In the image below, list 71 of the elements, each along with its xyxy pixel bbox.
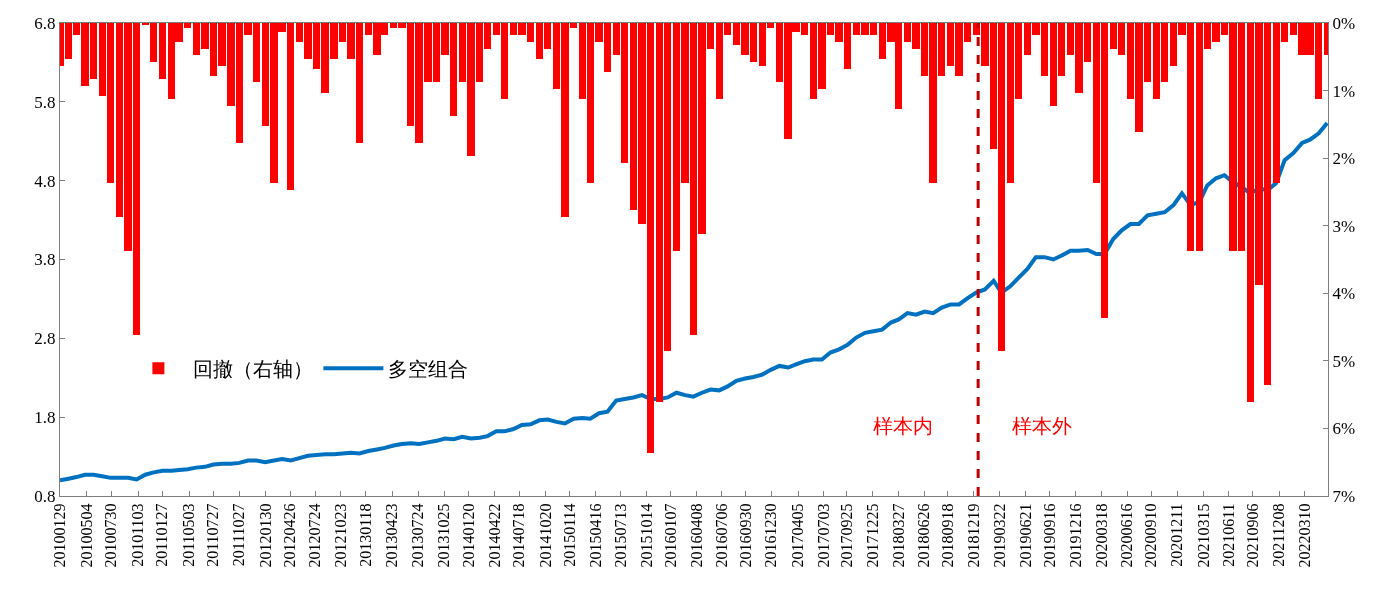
x-tick-label: 20210315	[1194, 503, 1212, 568]
x-tick-label: 20191216	[1066, 503, 1084, 568]
x-tick-label: 20110127	[153, 503, 171, 567]
y2-tick-label: 2%	[1332, 149, 1356, 169]
x-tick-label: 20170405	[789, 503, 807, 568]
x-tick-label: 20160706	[712, 503, 730, 568]
x-tick-label: 20130724	[409, 503, 427, 568]
x-tick-label: 20120426	[281, 503, 299, 568]
y-tick-label: 6.8	[34, 13, 56, 33]
annotation: 样本外	[1012, 415, 1072, 437]
x-tick-label: 20140718	[510, 503, 528, 568]
x-tick-label: 20130118	[356, 503, 374, 567]
x-tick-label: 20200318	[1092, 503, 1110, 568]
x-tick-label: 20181219	[964, 503, 982, 568]
x-tick-label: 20150416	[586, 503, 604, 568]
x-tick-label: 20110503	[180, 503, 198, 567]
x-tick-label: 20180918	[938, 503, 956, 568]
x-tick-label: 20200616	[1118, 503, 1136, 568]
x-tick-label: 20140422	[485, 503, 503, 568]
x-tick-label: 20110727	[204, 503, 222, 567]
y-tick-label: 2.8	[34, 329, 56, 349]
x-tick-label: 20200910	[1142, 503, 1160, 568]
bar	[159, 23, 166, 79]
x-tick-label: 20160408	[687, 503, 705, 568]
x-tick-label: 20120724	[306, 503, 324, 568]
y2-tick-label: 7%	[1332, 486, 1356, 506]
x-tick-label: 20100730	[102, 503, 120, 568]
y2-tick-label: 6%	[1332, 419, 1356, 439]
x-tick-label: 20151014	[637, 503, 655, 568]
x-tick-label: 20210611	[1219, 503, 1237, 567]
x-tick-label: 20161230	[762, 503, 780, 568]
annotation: 样本内	[873, 415, 933, 437]
y2-tick-label: 1%	[1332, 81, 1356, 101]
x-tick-label: 20201211	[1168, 503, 1186, 567]
y-tick-label: 3.8	[34, 250, 56, 270]
x-tick-label: 20150114	[560, 503, 578, 567]
x-tick-label: 20160930	[736, 503, 754, 568]
x-tick-label: 20141020	[536, 503, 554, 568]
y-tick-label: 1.8	[34, 408, 56, 428]
line-series	[60, 121, 1328, 483]
legend-label: 回撤（右轴）	[193, 358, 314, 381]
x-tick-label: 20150713	[611, 503, 629, 568]
x-tick-label: 20180327	[889, 503, 907, 568]
x-tick-label: 20111027	[230, 503, 248, 567]
legend-label: 多空组合	[388, 358, 469, 381]
y2-tick-label: 5%	[1332, 351, 1356, 371]
y-tick-label: 0.8	[34, 486, 56, 506]
y2-tick-label: 3%	[1332, 216, 1356, 236]
x-tick-label: 20101103	[129, 503, 147, 567]
x-tick-label: 20190916	[1041, 503, 1059, 568]
x-tick-label: 20100504	[77, 503, 95, 568]
x-tick-label: 20120130	[256, 503, 274, 568]
x-tick-label: 20170703	[814, 503, 832, 568]
y2-tick-label: 0%	[1332, 13, 1356, 33]
x-tick-label: 20180626	[915, 503, 933, 568]
x-tick-label: 20190621	[1016, 503, 1034, 568]
y-tick-label: 4.8	[34, 171, 56, 191]
x-tick-label: 20100129	[51, 503, 69, 568]
x-tick-label: 20170925	[838, 503, 856, 568]
x-tick-label: 20211208	[1270, 503, 1288, 567]
x-tick-label: 20140120	[459, 503, 477, 568]
x-tick-label: 20171225	[863, 503, 881, 568]
x-tick-label: 20121023	[332, 503, 350, 568]
x-tick-label: 20131025	[435, 503, 453, 568]
y2-tick-label: 4%	[1332, 284, 1356, 304]
x-tick-label: 20160107	[661, 503, 679, 568]
x-tick-label: 20220310	[1296, 503, 1314, 568]
x-tick-label: 20190322	[991, 503, 1009, 568]
y-tick-label: 5.8	[34, 92, 56, 112]
x-tick-label: 20210906	[1244, 503, 1262, 568]
x-tick-label: 20130423	[383, 503, 401, 568]
